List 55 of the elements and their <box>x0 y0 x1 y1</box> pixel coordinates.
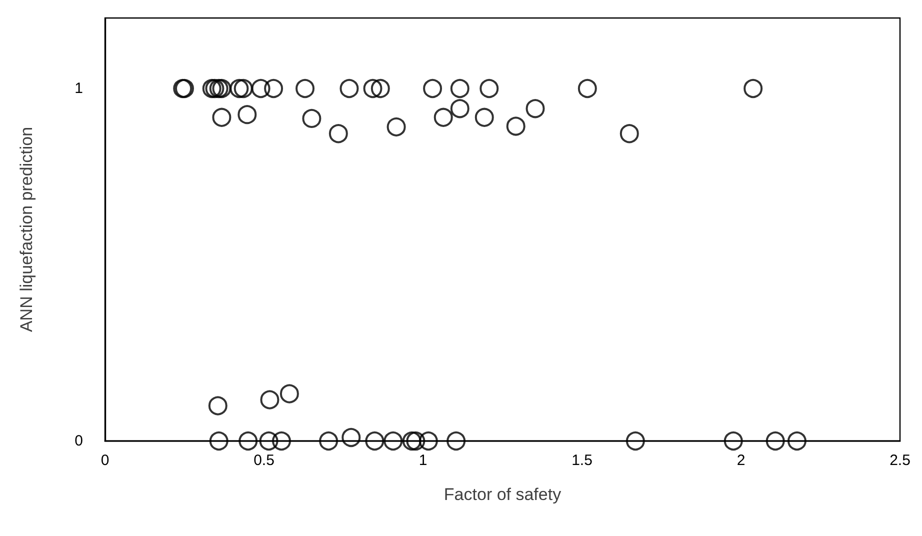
point <box>744 79 763 98</box>
point <box>418 432 438 450</box>
point <box>212 79 232 98</box>
point <box>251 79 270 98</box>
point <box>259 432 278 450</box>
point <box>296 79 315 98</box>
point <box>209 79 228 98</box>
point <box>264 79 284 98</box>
point <box>208 396 228 416</box>
point <box>724 432 743 450</box>
point <box>423 79 442 98</box>
point <box>238 105 257 124</box>
point <box>342 428 361 447</box>
point <box>766 432 785 450</box>
x-tick-label: 0.5 <box>254 452 274 469</box>
x-tick-label: 2 <box>736 452 746 469</box>
point <box>340 79 359 98</box>
point <box>446 432 466 450</box>
point <box>386 117 406 136</box>
point <box>234 79 253 98</box>
point <box>260 390 280 410</box>
point <box>205 79 224 98</box>
point <box>202 79 222 98</box>
x-tick-label: 1.5 <box>572 452 592 469</box>
point <box>626 432 645 450</box>
point <box>384 432 403 450</box>
point <box>328 124 348 144</box>
x-tick-label: 1 <box>418 452 428 469</box>
x-axis-title: Factor of safety <box>444 485 562 504</box>
point <box>402 432 422 450</box>
point <box>480 79 499 98</box>
point <box>434 108 453 127</box>
point <box>450 79 470 98</box>
point <box>280 384 299 404</box>
point <box>272 432 291 450</box>
point <box>230 79 249 98</box>
x-tick-label: 2.5 <box>890 452 910 469</box>
point <box>506 116 526 136</box>
x-tick-label: 0 <box>100 452 110 469</box>
point <box>406 432 426 450</box>
y-axis-title: ANN liquefaction prediction <box>17 126 36 332</box>
point <box>363 79 382 98</box>
point <box>319 432 338 450</box>
point <box>474 108 494 127</box>
point <box>209 432 228 450</box>
point <box>620 124 639 144</box>
point <box>238 432 258 450</box>
point <box>302 108 322 128</box>
point <box>365 432 384 450</box>
point <box>370 79 390 98</box>
point <box>526 99 545 118</box>
point <box>787 432 806 450</box>
point <box>212 108 232 127</box>
point <box>450 99 470 118</box>
point <box>578 79 597 98</box>
